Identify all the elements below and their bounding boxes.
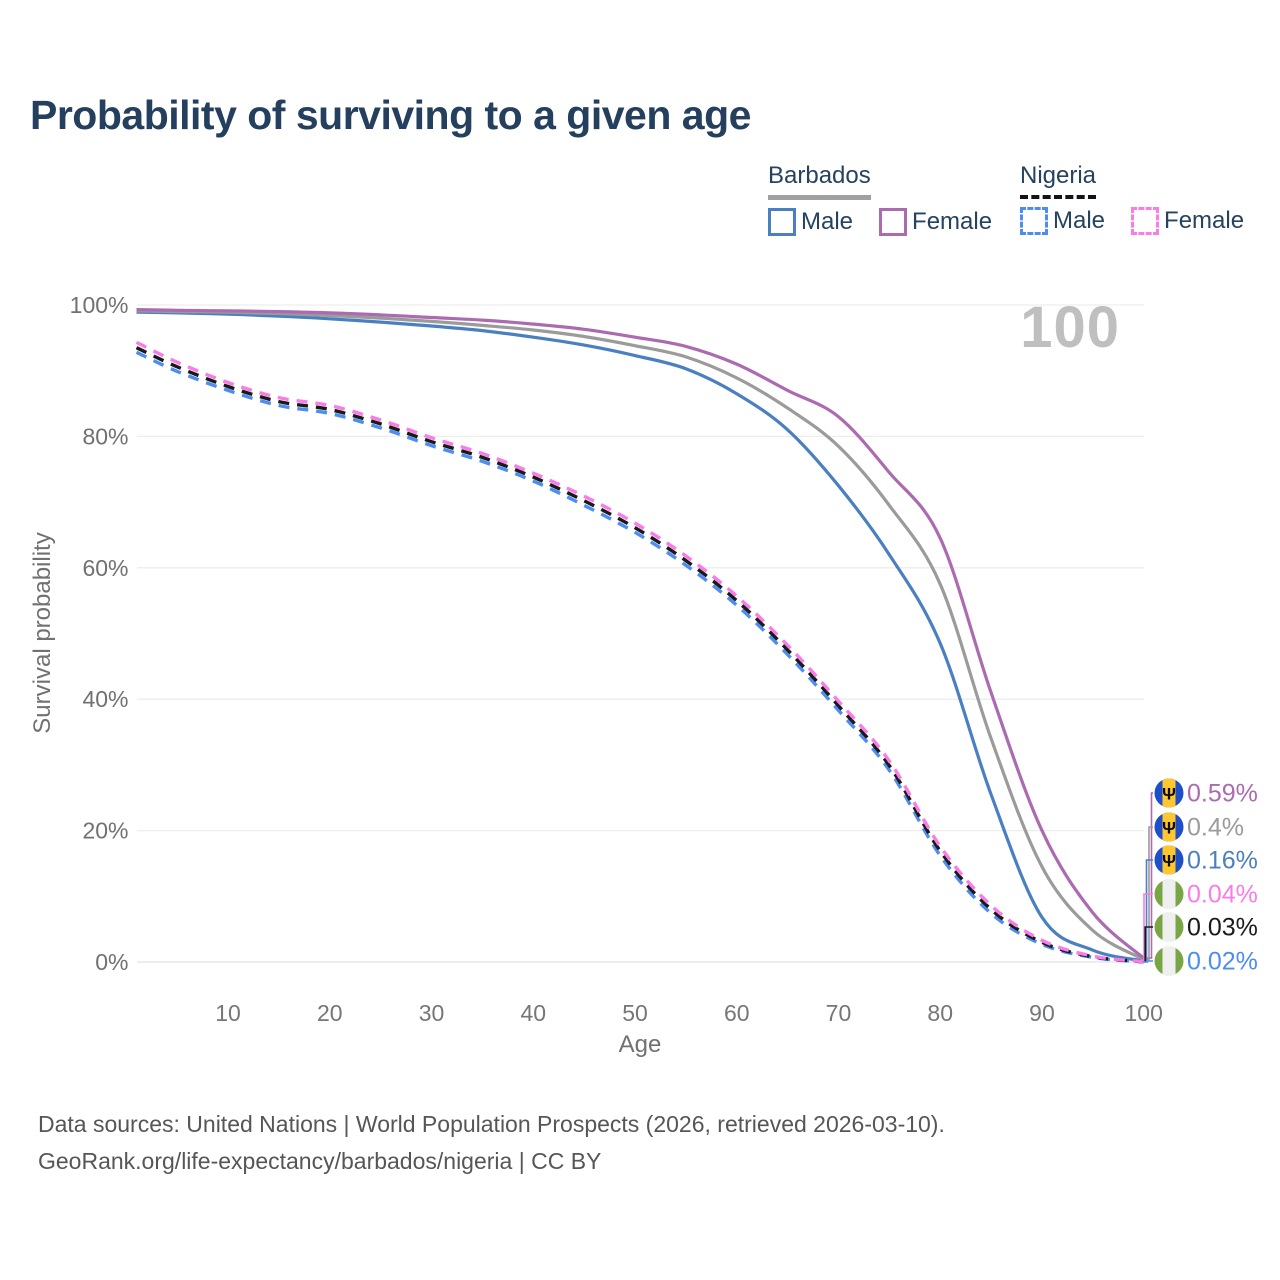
series-lines [135, 308, 1145, 964]
svg-text:Ψ: Ψ [1162, 785, 1176, 804]
legend-item-barbados-male[interactable]: Male [768, 208, 853, 236]
legend-header-barbados: Barbados [768, 162, 871, 200]
end-label-nigeria-female: 0.04% [1187, 881, 1258, 909]
end-label-connector [1143, 960, 1153, 963]
gridlines [137, 304, 1144, 963]
legend-item-label: Male [1053, 207, 1106, 234]
series-line-nigeria-both [135, 346, 1144, 964]
barbados-flag-icon: Ψ [1154, 778, 1184, 808]
series-line-barbados-female [136, 308, 1145, 960]
x-tick-label: 30 [419, 1000, 445, 1026]
end-label-nigeria-male: 0.02% [1187, 948, 1258, 976]
y-tick-label: 80% [82, 423, 128, 449]
series-line-barbados-male [136, 310, 1145, 963]
page-title: Probability of surviving to a given age [30, 92, 751, 138]
legend-item-nigeria-female[interactable]: Female [1131, 207, 1244, 235]
y-tick-label: 100% [70, 292, 129, 318]
axis-labels: 0% 20% 40% 60% 80% 100% 10 20 30 40 50 60 70 80 90 100 [70, 292, 1163, 1026]
footer-line-2: GeoRank.org/life-expectancy/barbados/nig… [38, 1148, 602, 1175]
footer: Data sources: United Nations | World Pop… [38, 1106, 1238, 1181]
end-label-barbados-female: 0.59% [1187, 780, 1258, 808]
y-tick-label: 40% [82, 686, 128, 712]
x-tick-label: 50 [622, 1000, 648, 1026]
legend: Barbados Male Female Nigeria Male Female [0, 162, 1280, 242]
legend-group-barbados: Barbados Male Female [768, 162, 992, 236]
legend-item-nigeria-male[interactable]: Male [1020, 207, 1105, 235]
series-line-nigeria-female [135, 340, 1144, 964]
x-axis-title: Age [619, 1031, 662, 1058]
barbados-flag-icon: Ψ [1154, 812, 1184, 842]
nigeria-flag-icon [1154, 912, 1184, 942]
x-tick-label: 80 [927, 1000, 953, 1026]
x-tick-label: 60 [724, 1000, 750, 1026]
legend-item-label: Female [912, 208, 993, 235]
y-tick-label: 60% [82, 555, 128, 581]
x-tick-label: 40 [520, 1000, 546, 1026]
series-line-nigeria-male [135, 350, 1144, 964]
x-tick-label: 70 [826, 1000, 852, 1026]
nigeria-flag-icon [1154, 946, 1184, 976]
legend-item-barbados-female[interactable]: Female [879, 208, 992, 236]
end-labels: Ψ 0.59% Ψ 0.4% Ψ 0.16% 0.04% 0.03% 0.02% [1143, 778, 1258, 976]
legend-group-nigeria: Nigeria Male Female [1020, 162, 1244, 235]
barbados-male-swatch-icon [768, 208, 796, 236]
end-label-nigeria-both: 0.03% [1187, 914, 1258, 942]
svg-text:Ψ: Ψ [1162, 819, 1176, 838]
series-line-barbados-both [136, 309, 1145, 961]
nigeria-female-swatch-icon [1131, 207, 1160, 235]
legend-item-label: Male [801, 208, 854, 235]
x-tick-label: 10 [215, 1000, 241, 1026]
y-tick-label: 0% [95, 949, 128, 975]
x-tick-label: 20 [317, 1000, 343, 1026]
svg-text:Ψ: Ψ [1162, 852, 1176, 871]
barbados-flag-icon: Ψ [1154, 845, 1184, 875]
legend-item-label: Female [1164, 207, 1245, 234]
legend-header-nigeria: Nigeria [1020, 162, 1097, 199]
age-watermark: 100 [1020, 295, 1120, 360]
x-tick-label: 90 [1029, 1000, 1055, 1026]
y-tick-label: 20% [82, 818, 128, 844]
nigeria-male-swatch-icon [1020, 207, 1048, 235]
x-tick-label: 100 [1125, 1000, 1163, 1026]
y-axis-title: Survival probability [29, 532, 56, 733]
footer-line-1: Data sources: United Nations | World Pop… [38, 1111, 945, 1137]
end-label-connector [1143, 792, 1153, 959]
end-label-barbados-both: 0.4% [1187, 814, 1244, 842]
end-label-barbados-male: 0.16% [1187, 847, 1258, 875]
survival-chart: 0%20%40%60%80%100%10 20 30 40 50 60 70 80 90 100 … [29, 292, 1258, 1058]
nigeria-flag-icon [1154, 879, 1184, 909]
barbados-female-swatch-icon [879, 208, 908, 236]
